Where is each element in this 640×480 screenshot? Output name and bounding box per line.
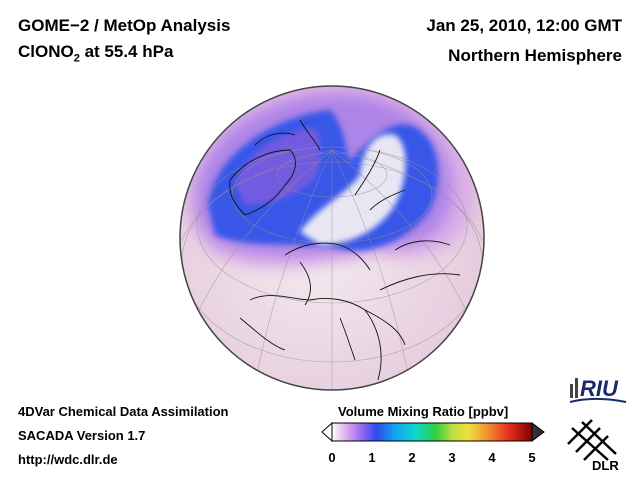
colorbar-tick-0: 0 <box>328 450 336 465</box>
colorbar-tick-4: 4 <box>488 450 496 465</box>
dlr-logo-text: DLR <box>592 458 619 473</box>
colorbar-title: Volume Mixing Ratio [ppbv] <box>338 404 509 419</box>
region-label: Northern Hemisphere <box>448 46 622 65</box>
colorbar-tick-5: 5 <box>528 450 536 465</box>
riu-logo: RIU <box>569 376 627 403</box>
footer-url[interactable]: http://wdc.dlr.de <box>18 452 118 467</box>
colorbar-tick-2: 2 <box>408 450 416 465</box>
colorbar-tick-1: 1 <box>368 450 376 465</box>
species-subscript: 2 <box>73 52 80 65</box>
colorbar-low-arrow <box>321 421 333 443</box>
species-name: ClONO <box>18 42 74 61</box>
footer-line-1: 4DVar Chemical Data Assimilation <box>18 404 229 419</box>
pressure-level: at 55.4 hPa <box>79 42 174 61</box>
colorbar-tick-3: 3 <box>448 450 456 465</box>
map-subtitle: ClONO2 at 55.4 hPa <box>18 42 173 64</box>
riu-logo-text: RIU <box>580 376 619 401</box>
dlr-logo: DLR <box>567 419 619 473</box>
colorbar <box>321 421 545 443</box>
footer-line-2: SACADA Version 1.7 <box>18 428 146 443</box>
map-title: GOME−2 / MetOp Analysis <box>18 16 231 35</box>
colorbar-high-arrow <box>531 422 545 442</box>
date-label: Jan 25, 2010, 12:00 GMT <box>426 16 622 35</box>
